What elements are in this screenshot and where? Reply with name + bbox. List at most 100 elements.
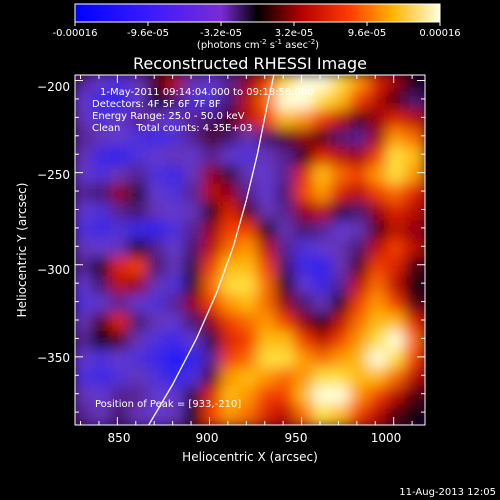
heatmap-cell [330,275,354,298]
heatmap-cell [183,367,206,391]
heatmap-cell [367,404,391,425]
heatmap-cell [294,294,317,317]
heatmap-cell [238,75,262,96]
heatmap-cell [238,109,262,133]
heatmap-cell [146,257,170,280]
heatmap-cell [330,91,354,114]
heatmap-cell [109,330,133,354]
colorbar-ticks [74,22,441,26]
heatmap-cell [146,238,170,262]
heatmap-cell [275,91,298,114]
colorbar-frame [74,3,441,23]
heatmap-cell [109,165,133,188]
heatmap-cell [275,386,298,409]
heatmap-cell [128,312,151,335]
heatmap-cell [349,404,372,425]
heatmap-cell [349,201,372,225]
heatmap-cell [257,220,280,243]
heatmap-cell [201,201,225,225]
heatmap-cell [312,238,335,262]
heatmap-cell [386,294,409,317]
heatmap-cell [220,257,243,280]
heatmap-cell [349,165,372,188]
heatmap-cell [183,183,206,206]
heatmap-cell [386,109,409,133]
solar-limb-curve [148,75,275,425]
heatmap-cell [183,165,206,188]
heatmap-cell [367,386,391,409]
heatmap-cell [165,91,188,114]
heatmap-cell [257,201,280,225]
heatmap-cell [312,294,335,317]
heatmap-cell [404,257,425,280]
heatmap-cell [257,294,280,317]
colorbar-tick-label-6: 0.00016 [419,28,460,39]
heatmap-cell [183,146,206,170]
heatmap-cell [330,312,354,335]
heatmap-cell [404,109,425,133]
heatmap-cell [238,294,262,317]
heatmap-cell [312,312,335,335]
heatmap-cell [386,238,409,262]
heatmap-cell [367,183,391,206]
heatmap-cell [275,330,298,354]
heatmap-cell [165,404,188,425]
heatmap-cell [75,367,96,391]
heatmap-cell [183,257,206,280]
heatmap-cell [75,183,96,206]
heatmap-cell [183,386,206,409]
heatmap-cell [75,201,96,225]
heatmap-cell [404,183,425,206]
heatmap-cell [220,109,243,133]
heatmap-cell [128,165,151,188]
heatmap-cell [201,404,225,425]
heatmap-cell [367,146,391,170]
heatmap-cell [275,349,298,372]
heatmap-cell [128,257,151,280]
heatmap-cell [128,75,151,96]
heatmap-cell [220,201,243,225]
heatmap-cell [183,404,206,425]
heatmap-cell [146,386,170,409]
heatmap-cell [367,257,391,280]
y-tick-label-minus250: −250 [37,168,70,182]
heatmap-cell [294,386,317,409]
generation-date: 11-Aug-2013 12:05 [399,487,496,498]
heatmap-cell [404,201,425,225]
y-tick-label-minus350: −350 [37,351,70,365]
x-tick-label-900: 900 [196,431,219,445]
heatmap-cell [257,312,280,335]
heatmap-cell [330,165,354,188]
heatmap-cell [75,146,96,170]
heatmap-cell [238,128,262,151]
heatmap-cell [128,201,151,225]
heatmap-cell [275,146,298,170]
heatmap-cell [312,349,335,372]
colorbar [75,4,440,22]
heatmap-cell [386,275,409,298]
heatmap-cell [165,75,188,96]
heatmap-cell [349,330,372,354]
heatmap-cell [404,386,425,409]
heatmap-cell [183,109,206,133]
colorbar-tick-label-3: -3.2e-05 [200,28,242,39]
heatmap-cell [294,367,317,391]
heatmap-cell [294,220,317,243]
heatmap-cell [312,275,335,298]
heatmap-cell [220,386,243,409]
heatmap-cell [386,257,409,280]
heatmap-cell [294,330,317,354]
heatmap-cell [330,349,354,372]
heatmap-cell [367,275,391,298]
heatmap-cell [238,330,262,354]
heatmap-cell [183,75,206,96]
x-tick-label-1000: 1000 [371,431,402,445]
heatmap-cell [75,238,96,262]
y-tick-label-minus200: −200 [37,80,70,94]
heatmap-cell [275,201,298,225]
heatmap-cell [128,349,151,372]
heatmap-cell [201,91,225,114]
heatmap-cell [330,128,354,151]
heatmap-cell [91,386,114,409]
heatmap-cell [312,201,335,225]
